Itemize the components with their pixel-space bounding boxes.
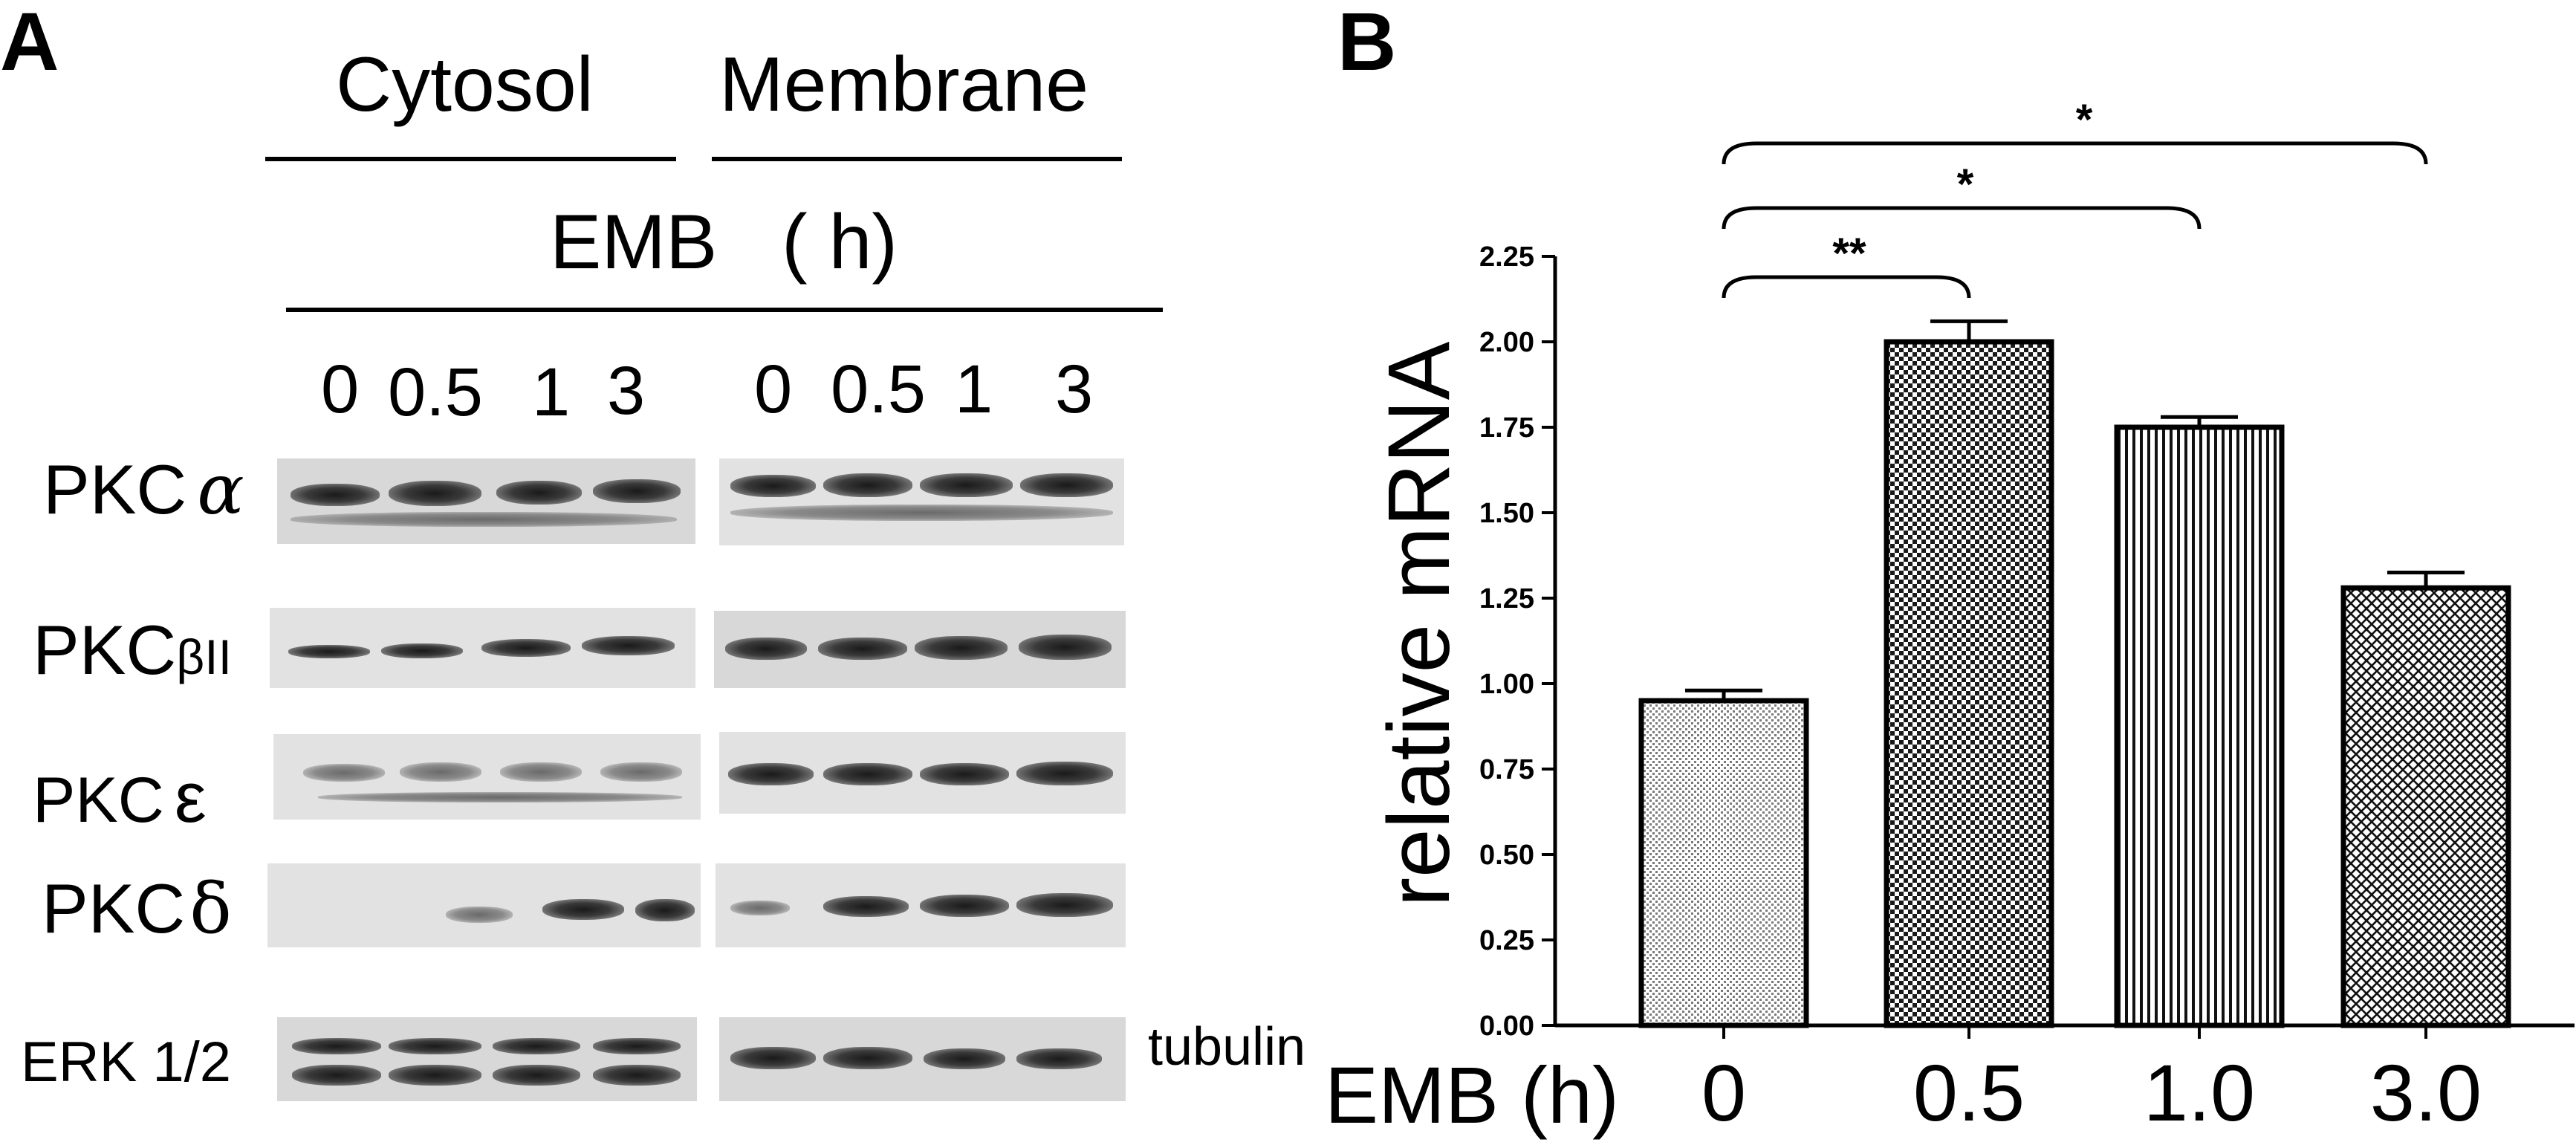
y-tick-label-9: 2.25 [1479,241,1534,273]
significance-bracket-0 [1722,275,1971,299]
panel-b-letter: B [1337,0,1397,88]
y-tick-label-1: 0.25 [1479,925,1534,956]
row-label-pkc-delta-prefix: PKC [42,869,186,947]
lane-membrane-0: 0 [754,351,793,427]
significance-bracket-1 [1722,206,2202,230]
lane-cytosol-0.5: 0.5 [388,354,483,430]
significance-mark-1: * [1957,160,1974,209]
y-tick-label-5: 1.25 [1479,583,1534,614]
tubulin-label: tubulin [1148,1017,1306,1077]
x-tick-label-0: 0 [1701,1048,1746,1138]
treatment-label: EMB ( h) [550,199,898,285]
y-tick-label-0: 0.00 [1479,1011,1534,1042]
y-axis-label: relative mRNA [1370,341,1468,907]
lane-membrane-3: 3 [1055,351,1094,427]
y-tick-label-4: 1.00 [1479,669,1534,700]
membrane-underline [712,157,1122,161]
blot-pkc-betaII-cytosol [270,608,695,688]
blot-pkc-alpha-cytosol [277,458,695,544]
bar-0.5 [1884,339,2054,1028]
row-label-pkc-delta: PKCδ [42,874,232,944]
bar-1.0 [2114,424,2285,1028]
panel-a-letter: A [0,0,59,88]
row-label-pkc-betaII: PKCβII [33,615,232,685]
lane-cytosol-0: 0 [321,351,360,427]
row-label-erk12-text: ERK 1/2 [21,1031,232,1094]
lane-cytosol-1: 1 [532,354,571,430]
row-label-pkc-alpha-symbol: α [197,450,244,531]
y-tick-label-8: 2.00 [1479,327,1534,358]
y-tick-label-7: 1.75 [1479,412,1534,444]
x-axis-prefix: EMB (h) [1325,1050,1620,1140]
significance-bracket-2 [1722,141,2428,165]
row-label-pkc-delta-symbol: δ [189,869,232,950]
blot-pkc-betaII-membrane [714,611,1126,688]
blot-tubulin-membrane [719,1017,1126,1101]
row-label-pkc-alpha-prefix: PKC [43,450,187,528]
treatment-underline [286,308,1163,312]
x-tick-label-3.0: 3.0 [2370,1048,2482,1138]
row-label-pkc-alpha: PKC α [43,455,244,525]
x-tick-label-1.0: 1.0 [2144,1048,2255,1138]
lane-membrane-1: 1 [955,351,993,427]
header-cytosol: Cytosol [336,42,594,128]
lane-cytosol-3: 3 [607,353,646,429]
x-tick-label-0.5: 0.5 [1913,1048,2025,1138]
y-tick-label-6: 1.50 [1479,498,1534,529]
row-label-pkc-epsilon-prefix: PKC [33,765,164,836]
blot-erk12-cytosol [277,1017,697,1101]
bar-3.0 [2340,585,2511,1028]
bar-0 [1638,698,1809,1028]
row-label-pkc-epsilon-symbol: ε [174,758,207,837]
lane-membrane-0.5: 0.5 [831,351,926,427]
blot-pkc-delta-membrane [716,863,1126,947]
significance-mark-0: ** [1832,230,1866,278]
blot-pkc-delta-cytosol [267,863,701,947]
blot-pkc-epsilon-membrane [719,732,1126,814]
header-membrane: Membrane [719,42,1089,128]
row-label-erk12: ERK 1/2 [21,1034,231,1091]
cytosol-underline [265,157,676,161]
row-label-pkc-epsilon: PKC ε [33,762,207,834]
y-tick-label-3: 0.75 [1479,754,1534,785]
blot-pkc-alpha-membrane [719,458,1124,545]
blot-pkc-epsilon-cytosol [273,734,701,820]
significance-mark-2: * [2076,96,2093,144]
y-tick-label-2: 0.50 [1479,840,1534,871]
row-label-pkc-betaII-prefix: PKC [33,611,177,689]
row-label-pkc-betaII-symbol: βII [176,629,232,684]
